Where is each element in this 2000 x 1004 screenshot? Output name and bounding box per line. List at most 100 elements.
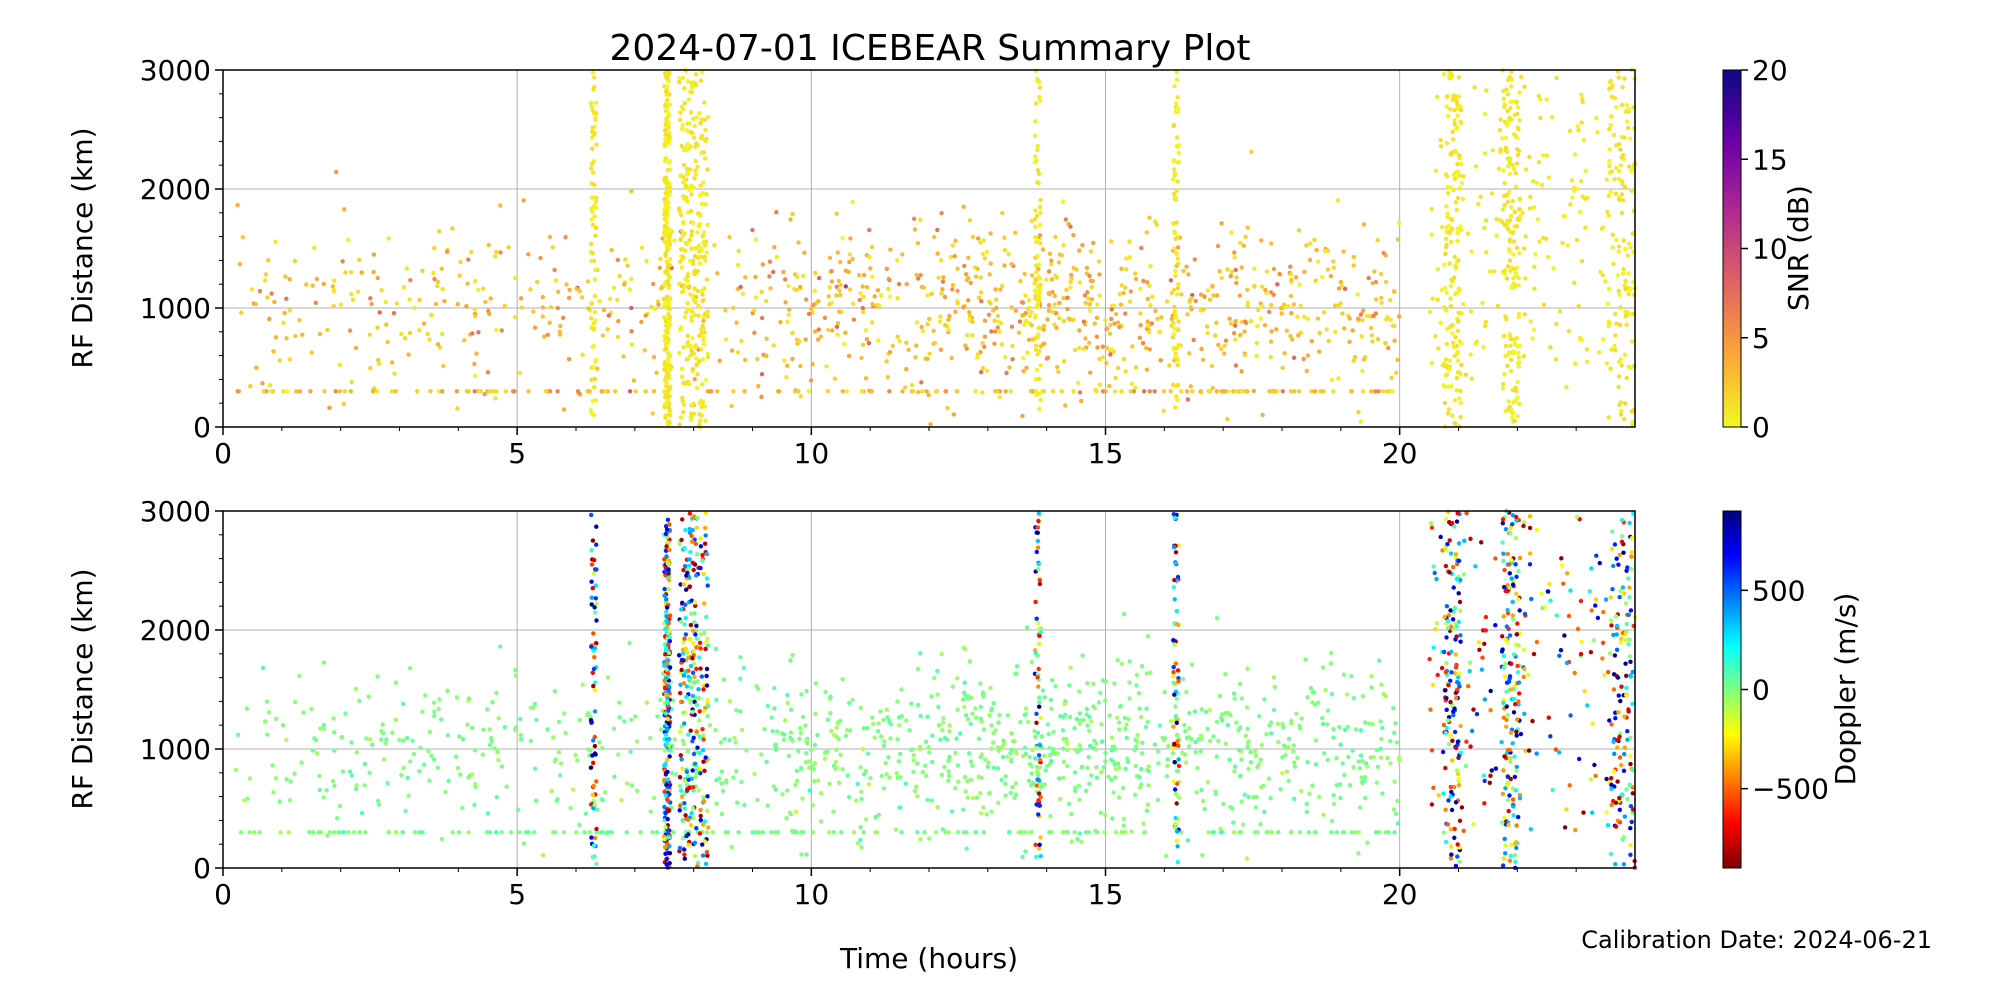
top-data-point [731, 389, 735, 393]
bottom-data-point [1307, 830, 1311, 834]
bottom-data-point [850, 698, 854, 702]
top-data-point [405, 266, 409, 270]
bottom-data-point [1175, 721, 1179, 725]
top-data-point [963, 343, 967, 347]
top-data-point [332, 289, 336, 293]
bottom-data-point [1057, 776, 1061, 780]
bottom-data-point [880, 774, 884, 778]
top-data-point [342, 207, 346, 211]
bottom-data-point [397, 738, 401, 742]
bottom-data-point [1173, 787, 1177, 791]
top-data-point [968, 218, 972, 222]
top-data-point [1517, 364, 1521, 368]
top-data-point [1057, 260, 1061, 264]
top-data-point [342, 402, 346, 406]
bottom-data-point [297, 674, 301, 678]
bottom-data-point [299, 760, 303, 764]
top-data-point [934, 389, 938, 393]
bottom-data-point [1433, 627, 1437, 631]
bottom-data-point [662, 663, 666, 667]
bottom-data-point [1174, 661, 1178, 665]
top-data-point [1174, 196, 1178, 200]
top-data-point [983, 335, 987, 339]
bottom-data-point [966, 779, 970, 783]
bottom-data-point [1516, 670, 1520, 674]
top-data-point [705, 223, 709, 227]
bottom-data-point [664, 532, 668, 536]
top-data-point [1365, 314, 1369, 318]
bottom-data-point [591, 684, 595, 688]
bottom-data-point [840, 677, 844, 681]
bottom-data-point [575, 758, 579, 762]
bottom-data-point [663, 845, 667, 849]
top-data-point [1308, 258, 1312, 262]
bottom-data-point [616, 752, 620, 756]
bottom-data-point [265, 732, 269, 736]
bottom-data-point [1025, 625, 1029, 629]
top-data-point [1617, 249, 1621, 253]
top-data-point [450, 226, 454, 230]
bottom-data-point [704, 755, 708, 759]
top-data-point [694, 172, 698, 176]
top-data-point [1394, 371, 1398, 375]
top-data-point [1038, 287, 1042, 291]
top-data-point [1609, 85, 1613, 89]
top-data-point [1456, 370, 1460, 374]
top-data-point [847, 260, 851, 264]
bottom-data-point [1068, 666, 1072, 670]
bottom-data-point [252, 830, 256, 834]
bottom-data-point [1444, 840, 1448, 844]
bottom-data-point [940, 728, 944, 732]
bottom-data-point [769, 830, 773, 834]
top-data-point [693, 377, 697, 381]
top-data-point [656, 303, 660, 307]
top-data-point [590, 126, 594, 130]
top-data-point [1620, 179, 1624, 183]
top-data-point [520, 305, 524, 309]
top-data-point [911, 389, 915, 393]
top-data-point [1295, 315, 1299, 319]
bottom-data-point [1454, 634, 1458, 638]
top-data-point [1033, 208, 1037, 212]
top-data-point [1524, 234, 1528, 238]
top-data-point [668, 159, 672, 163]
bottom-data-point [664, 676, 668, 680]
top-data-point [1176, 256, 1180, 260]
top-data-point [709, 389, 713, 393]
top-data-point [343, 389, 347, 393]
top-data-point [1286, 304, 1290, 308]
top-data-point [830, 279, 834, 283]
bottom-data-point [363, 830, 367, 834]
top-data-point [378, 310, 382, 314]
bottom-data-point [681, 568, 685, 572]
bottom-data-point [481, 752, 485, 756]
bottom-data-point [887, 719, 891, 723]
top-data-point [996, 325, 1000, 329]
bottom-data-point [485, 707, 489, 711]
bottom-data-point [925, 798, 929, 802]
bottom-data-point [808, 788, 812, 792]
bottom-data-point [691, 641, 695, 645]
bottom-data-point [401, 702, 405, 706]
bottom-data-point [1176, 575, 1180, 579]
bottom-data-point [678, 542, 682, 546]
bottom-data-point [1175, 839, 1179, 843]
top-data-point [1554, 76, 1558, 80]
top-data-point [1225, 417, 1229, 421]
top-data-point [943, 323, 947, 327]
bottom-data-point [1590, 811, 1594, 815]
top-data-point [264, 272, 268, 276]
bottom-data-point [1122, 612, 1126, 616]
bottom-data-point [1283, 753, 1287, 757]
snr-colorbar-tick-label: 15 [1752, 143, 1788, 176]
top-data-point [1618, 305, 1622, 309]
bottom-data-point [1187, 726, 1191, 730]
top-data-point [1185, 389, 1189, 393]
top-data-point [1199, 389, 1203, 393]
bottom-data-point [1335, 783, 1339, 787]
top-data-point [629, 306, 633, 310]
top-data-point [665, 98, 669, 102]
bottom-data-point [1460, 805, 1464, 809]
bottom-data-point [682, 852, 686, 856]
top-data-point [1000, 211, 1004, 215]
